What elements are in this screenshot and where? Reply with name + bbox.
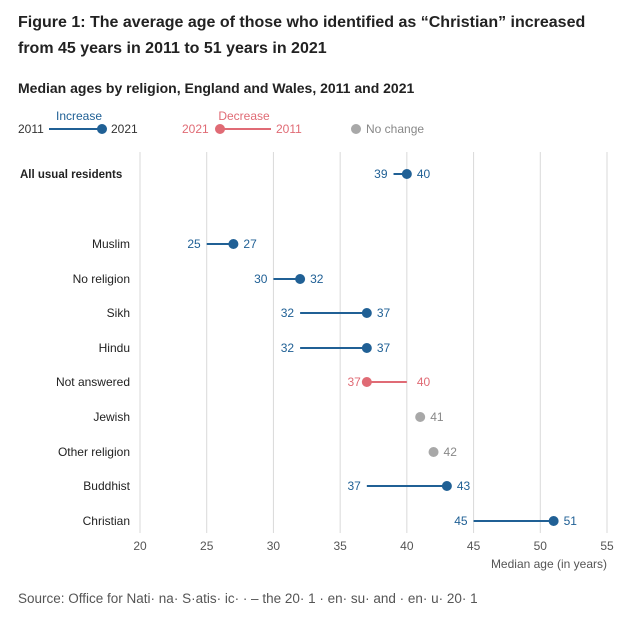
value-label-high: 32: [310, 272, 324, 286]
dot-2021: [401, 169, 412, 179]
legend-decrease-from: 2021: [182, 122, 209, 136]
value-label-high: 27: [243, 237, 257, 251]
legend-increase-label: Increase: [56, 109, 102, 123]
dot-plot: Increase 2011 2021 Decrease 2021 2011 No…: [18, 109, 614, 571]
value-label-low: 32: [281, 306, 295, 320]
x-tick-label-35: 35: [333, 539, 347, 553]
row-sikh: Sikh 32 37: [107, 306, 391, 320]
legend-increase-dot: [97, 124, 107, 134]
legend-decrease-dot: [215, 124, 225, 134]
x-axis-ticks: 20 25 30 35 40 45 50 55: [133, 539, 614, 553]
row-no-religion: No religion 30 32: [73, 272, 324, 286]
row-hindu: Hindu 32 37: [99, 341, 391, 355]
dot-no-change: [415, 412, 426, 422]
dot-2021: [295, 274, 306, 284]
category-label: Not answered: [56, 375, 130, 389]
x-tick-label-25: 25: [200, 539, 214, 553]
row-christian: Christian 45 51: [83, 514, 578, 528]
x-tick-label-45: 45: [467, 539, 481, 553]
x-tick-label-30: 30: [267, 539, 281, 553]
value-label: 42: [444, 445, 458, 459]
row-muslim: Muslim 25 27: [92, 237, 257, 251]
legend-decrease-to: 2011: [276, 122, 302, 136]
x-tick-label-40: 40: [400, 539, 414, 553]
value-label-low: 25: [187, 237, 201, 251]
source-note: Source: Office for Nati· na· S·atis· ic·…: [18, 591, 478, 606]
row-other-religion: Other religion 42: [58, 445, 457, 459]
dot-2021: [548, 516, 559, 526]
chart-title: Figure 1: The average age of those who i…: [18, 14, 586, 57]
value-label-low: 37: [347, 375, 361, 389]
dot-2021: [361, 343, 372, 353]
dot-2021: [228, 239, 239, 249]
row-all-usual-residents: All usual residents 39 40: [20, 167, 431, 181]
row-buddhist: Buddhist 37 43: [83, 479, 470, 493]
value-label-high: 43: [457, 479, 471, 493]
value-label-high: 37: [377, 341, 391, 355]
category-label: No religion: [73, 272, 130, 286]
dot-2021: [361, 377, 372, 387]
category-label: Buddhist: [83, 479, 130, 493]
dot-no-change: [428, 447, 439, 457]
x-tick-label-20: 20: [133, 539, 147, 553]
value-label-low: 32: [281, 341, 295, 355]
value-label-low: 39: [374, 167, 388, 181]
gridlines: [139, 152, 608, 533]
legend-decrease: Decrease 2021 2011: [182, 109, 302, 136]
value-label: 41: [430, 410, 444, 424]
x-tick-label-55: 55: [600, 539, 614, 553]
legend-no-change: No change: [351, 122, 424, 136]
row-not-answered: Not answered 37 40: [56, 375, 431, 389]
legend-increase-to: 2021: [111, 122, 138, 136]
x-axis-label: Median age (in years): [491, 557, 607, 571]
category-label: Sikh: [107, 306, 130, 320]
legend-increase-from: 2011: [18, 122, 44, 136]
legend: Increase 2011 2021 Decrease 2021 2011 No…: [18, 109, 424, 136]
plot-rows: All usual residents 39 40 Muslim 25 27 No reli…: [20, 167, 577, 528]
legend-decrease-label: Decrease: [218, 109, 270, 123]
category-label: Christian: [83, 514, 130, 528]
row-jewish: Jewish 41: [93, 410, 444, 424]
legend-increase: Increase 2011 2021: [18, 109, 138, 136]
dot-2021: [361, 308, 372, 318]
value-label-low: 30: [254, 272, 268, 286]
value-label-low: 37: [347, 479, 361, 493]
category-label: Jewish: [93, 410, 130, 424]
category-label: Muslim: [92, 237, 130, 251]
value-label-high: 37: [377, 306, 391, 320]
dot-2021: [441, 481, 452, 491]
category-label: All usual residents: [20, 169, 122, 181]
category-label: Other religion: [58, 445, 130, 459]
chart-subtitle: Median ages by religion, England and Wal…: [18, 80, 415, 96]
value-label-high: 40: [417, 375, 431, 389]
legend-no-change-label: No change: [366, 122, 424, 136]
value-label-low: 45: [454, 514, 468, 528]
legend-no-change-dot: [351, 124, 361, 134]
value-label-high: 51: [564, 514, 578, 528]
category-label: Hindu: [99, 341, 130, 355]
x-tick-label-50: 50: [534, 539, 548, 553]
value-label-high: 40: [417, 167, 431, 181]
